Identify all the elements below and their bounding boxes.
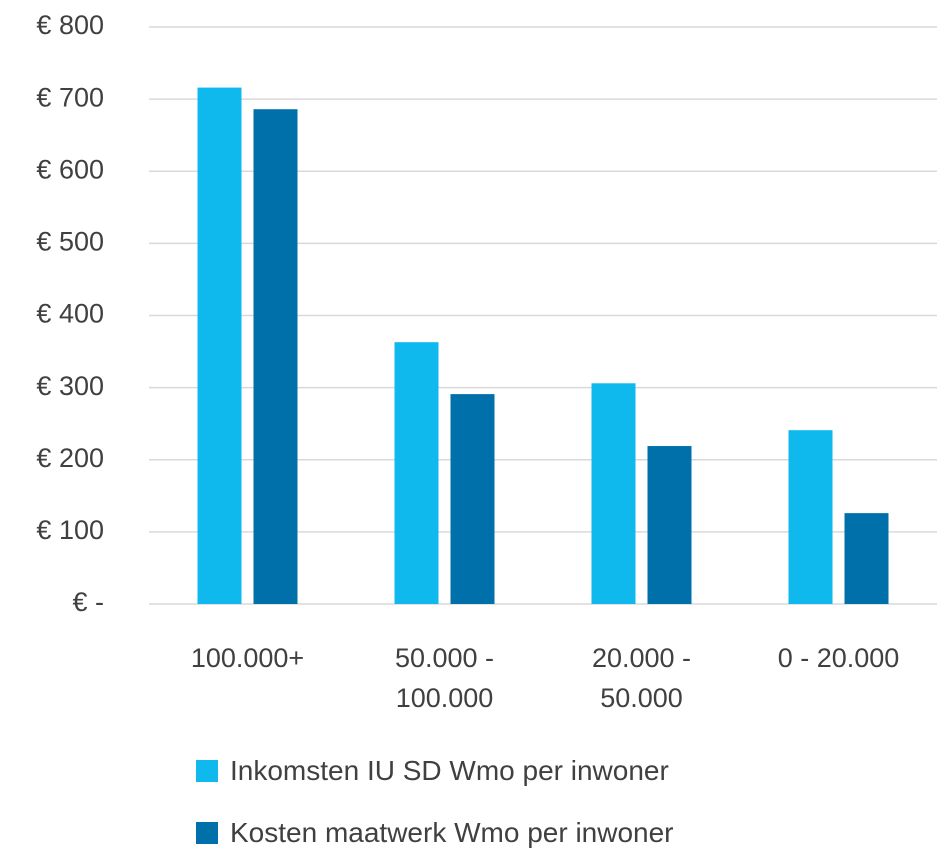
y-tick-label: € 200 xyxy=(36,443,104,473)
y-tick-label: € 600 xyxy=(36,154,104,184)
x-tick-label: 50.000 - 100.000 xyxy=(394,643,495,713)
legend-swatch xyxy=(196,760,218,782)
y-tick-label: € 300 xyxy=(36,371,104,401)
y-tick-label: € 100 xyxy=(36,515,104,545)
bar xyxy=(394,342,439,604)
bar xyxy=(197,87,242,604)
legend-item: Inkomsten IU SD Wmo per inwoner xyxy=(196,752,669,790)
y-tick-label: € 500 xyxy=(36,227,104,257)
bar xyxy=(788,430,833,604)
bar xyxy=(253,109,298,604)
bar xyxy=(647,446,692,604)
bar xyxy=(591,383,636,604)
x-tick-label: 100.000+ xyxy=(190,643,305,673)
y-tick-label: € - xyxy=(72,587,104,617)
legend-label: Inkomsten IU SD Wmo per inwoner xyxy=(230,755,669,786)
bar xyxy=(844,513,889,604)
legend-item: Kosten maatwerk Wmo per inwoner xyxy=(196,814,674,852)
legend-swatch xyxy=(196,822,218,844)
x-tick-label: 20.000 - 50.000 xyxy=(591,643,692,713)
legend-label: Kosten maatwerk Wmo per inwoner xyxy=(230,817,674,848)
x-tick-label: 0 - 20.000 xyxy=(777,643,900,673)
bar xyxy=(450,394,495,604)
y-tick-label: € 700 xyxy=(36,82,104,112)
y-tick-label: € 800 xyxy=(36,10,104,40)
y-tick-label: € 400 xyxy=(36,299,104,329)
